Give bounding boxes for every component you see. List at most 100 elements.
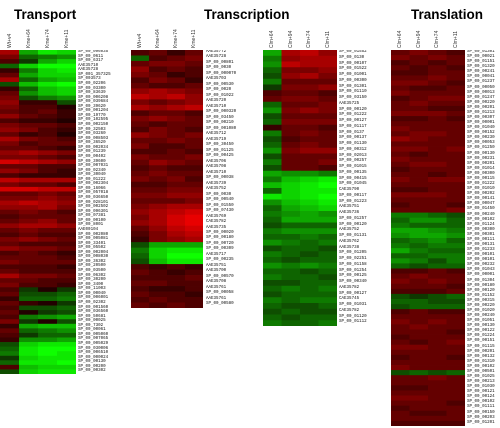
heatmap-cell	[300, 136, 319, 143]
heatmap-cell	[149, 302, 168, 308]
heatmap-cell	[446, 105, 465, 112]
heatmap-cell	[281, 73, 301, 80]
heatmap-cell	[409, 354, 429, 361]
heatmap-cell	[57, 332, 76, 338]
gene-label: SP_00_00020	[206, 230, 234, 235]
heatmap-cell	[38, 255, 58, 261]
heatmap-cell	[428, 156, 447, 163]
heatmap-cell	[318, 90, 337, 97]
gene-label: SP_00_01233	[467, 248, 495, 253]
heatmap-cell	[318, 308, 337, 315]
heatmap-cell	[38, 191, 58, 197]
heatmap-cell	[409, 278, 429, 285]
heatmap-cell	[0, 109, 20, 115]
gene-label: SP_00_00122	[467, 329, 495, 334]
heatmap-cell	[446, 166, 465, 173]
heatmap-cell	[19, 291, 39, 297]
gene-label: SP_00_30200	[78, 278, 106, 283]
heatmap-cell	[38, 168, 58, 174]
gene-label: SP_00_03150	[339, 96, 367, 100]
heatmap-cell	[57, 154, 76, 160]
heatmap-cell	[131, 236, 150, 243]
heatmap-cell	[300, 320, 319, 326]
gene-label: SP_00_01130	[339, 142, 367, 146]
heatmap-cell	[446, 370, 465, 376]
heatmap-cell	[428, 171, 447, 178]
heatmap-cell	[318, 119, 337, 126]
heatmap-cell	[149, 104, 168, 111]
gene-label: SP_00_00053	[467, 141, 495, 146]
gene-label: SP_00_01025	[467, 375, 495, 379]
gene-label: SP_00_06302	[78, 273, 106, 278]
heatmap-cell	[149, 71, 168, 78]
heatmap-cell	[391, 95, 410, 102]
gene-label: AAE35728	[78, 68, 99, 73]
heatmap-cell	[0, 342, 20, 348]
gene-label: SP_00_057018	[78, 191, 109, 196]
heatmap-cell	[19, 127, 39, 133]
heatmap-cell	[263, 84, 282, 91]
heatmap-cell	[318, 251, 337, 258]
heatmap-cell	[149, 143, 168, 150]
heatmap-cell	[38, 241, 58, 247]
heatmap-cell	[57, 250, 76, 256]
heatmap-cell	[0, 150, 20, 156]
heatmap-cell	[428, 410, 447, 417]
heatmap-cell	[391, 273, 410, 280]
gene-label: SP_00_000070	[206, 71, 237, 76]
gene-label: AAE35720	[206, 99, 227, 104]
heatmap-cell	[428, 395, 447, 401]
gene-label: SP_00_00580	[206, 302, 234, 307]
heatmap-cell	[0, 332, 20, 338]
heatmap-cell	[38, 360, 58, 366]
heatmap-cell	[318, 170, 337, 177]
heatmap-cell	[318, 222, 337, 229]
heatmap-cell	[391, 90, 410, 97]
gene-label: SP_00_028101	[78, 200, 109, 205]
gene-label: SP_00_01237	[467, 80, 495, 85]
heatmap-cell	[391, 232, 410, 239]
heatmap-cell	[167, 236, 186, 243]
heatmap-cell	[391, 70, 410, 76]
heatmap-cell	[446, 187, 465, 193]
heatmap-cell	[57, 364, 76, 370]
gene-label: SP_00_00047	[467, 202, 495, 207]
heatmap-cell	[409, 319, 429, 325]
heatmap-cell	[38, 296, 58, 302]
column-label: Clm+11	[452, 31, 459, 48]
gene-label: SP_00_03450	[206, 115, 234, 120]
heatmap-cell	[409, 161, 429, 168]
gene-label: SP_00_02206	[78, 81, 106, 86]
column-label: Clm+64	[397, 30, 404, 48]
heatmap-cell	[131, 176, 150, 183]
heatmap-cell	[131, 143, 150, 150]
heatmap-cell	[149, 247, 168, 254]
heatmap-cell	[281, 320, 301, 326]
gene-label: AAE35735	[206, 225, 227, 230]
heatmap-cell	[391, 420, 410, 426]
heatmap-cell	[409, 207, 429, 213]
heatmap-cell	[409, 116, 429, 122]
gene-label: SP_00_00201	[467, 105, 495, 110]
heatmap-cell	[391, 309, 410, 315]
heatmap-cell	[167, 203, 186, 210]
gene-label: SP_00_07430	[206, 209, 234, 214]
heatmap-cell	[167, 291, 186, 298]
heatmap-cell	[263, 67, 282, 74]
heatmap-cell	[185, 214, 203, 221]
heatmap-cell	[167, 264, 186, 270]
heatmap-cell	[185, 104, 203, 111]
heatmap-cell	[0, 351, 20, 357]
heatmap-cell	[263, 205, 282, 212]
heatmap-cell	[428, 400, 447, 407]
heatmap-cell	[167, 77, 186, 84]
heatmap-cell	[409, 243, 429, 249]
heatmap-cell	[446, 385, 465, 391]
gene-label: SP_00_05502	[78, 246, 106, 251]
heatmap-cell	[38, 278, 58, 284]
heatmap-cell	[57, 319, 76, 325]
heatmap-cell	[281, 199, 301, 206]
heatmap-cell	[300, 107, 319, 114]
gene-label: AAE35725	[339, 101, 360, 106]
gene-label: SP_00_01125	[206, 148, 234, 153]
